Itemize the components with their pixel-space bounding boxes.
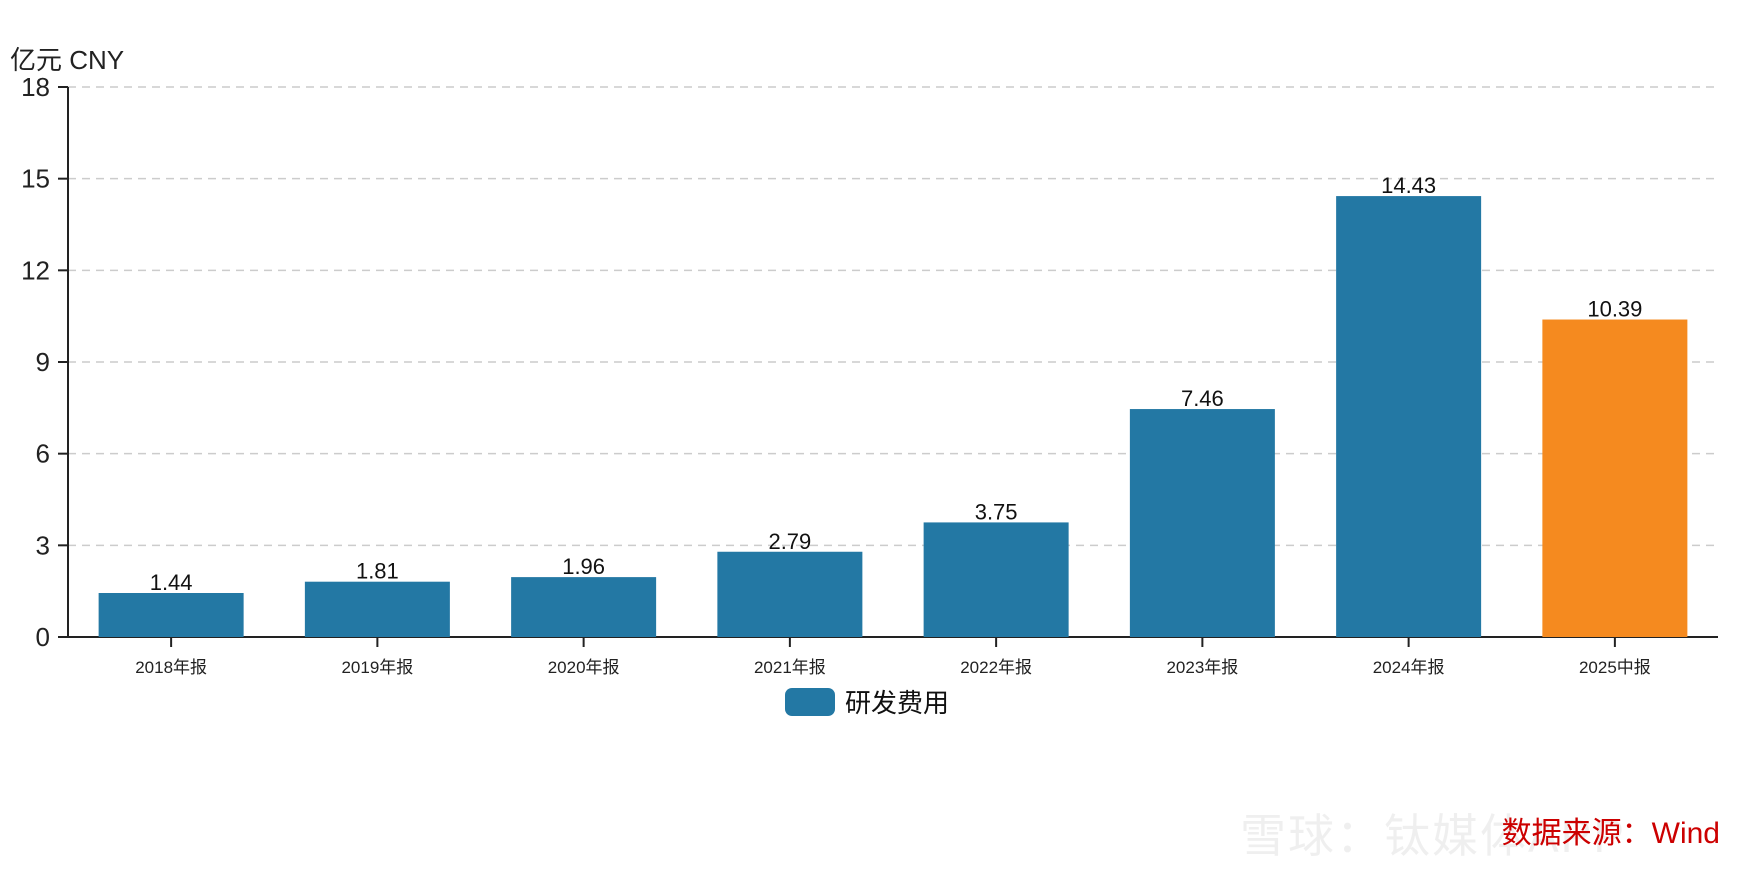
bar (717, 551, 863, 637)
bar (511, 577, 657, 637)
data-label: 1.44 (150, 570, 193, 595)
x-tick-label: 2024年报 (1373, 658, 1445, 677)
data-source-note: 数据来源：Wind (1501, 817, 1720, 850)
bar (1129, 409, 1275, 637)
bar (923, 522, 1069, 637)
bar (98, 593, 244, 637)
data-label: 1.81 (356, 559, 399, 584)
legend-label: 研发费用 (845, 689, 949, 719)
watermark: 雪球：钛媒体APP (1240, 810, 1627, 862)
x-tick-label: 2018年报 (135, 658, 207, 677)
y-tick-label: 0 (36, 622, 50, 652)
legend-swatch (785, 688, 835, 716)
y-tick-label: 9 (36, 347, 50, 377)
x-tick-label: 2022年报 (960, 658, 1032, 677)
data-label: 2.79 (768, 529, 811, 554)
y-tick-label: 6 (36, 439, 50, 469)
y-tick-label: 18 (21, 72, 50, 102)
data-label: 10.39 (1587, 297, 1642, 322)
x-tick-label: 2020年报 (548, 658, 620, 677)
bar (1542, 319, 1688, 637)
x-tick-label: 2021年报 (754, 658, 826, 677)
data-label: 1.96 (562, 554, 605, 579)
data-label: 14.43 (1381, 173, 1436, 198)
data-label: 3.75 (975, 499, 1018, 524)
y-tick-label: 12 (21, 255, 50, 285)
y-tick-label: 3 (36, 530, 50, 560)
x-tick-label: 2025中报 (1579, 658, 1651, 677)
x-tick-label: 2023年报 (1166, 658, 1238, 677)
x-tick-label: 2019年报 (341, 658, 413, 677)
data-label: 7.46 (1181, 386, 1224, 411)
bar (1336, 196, 1482, 638)
y-axis-unit-label: 亿元 CNY (10, 45, 125, 75)
bar (304, 581, 450, 637)
y-tick-label: 15 (21, 164, 50, 194)
